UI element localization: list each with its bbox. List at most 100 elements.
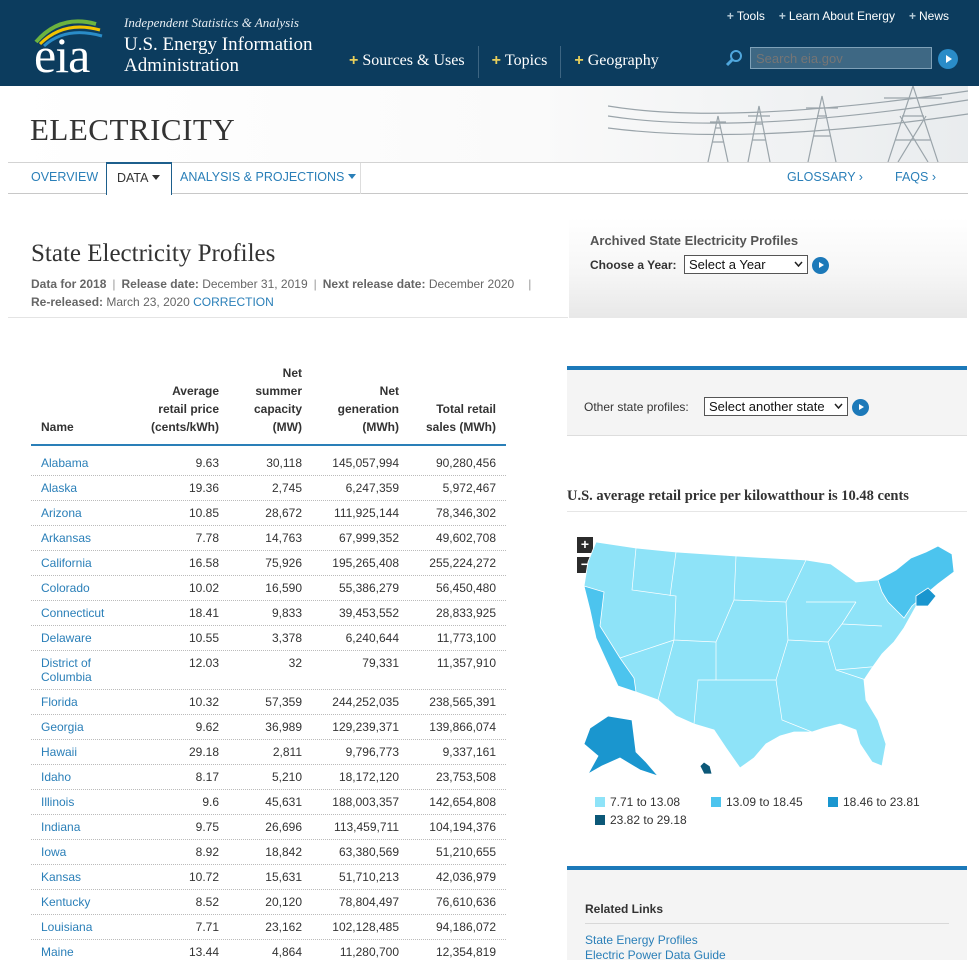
glossary-link[interactable]: GLOSSARY › [787,170,863,184]
search-submit-button[interactable] [938,49,958,69]
section-title: ELECTRICITY [30,112,236,147]
state-name-link[interactable]: Iowa [41,845,67,859]
divider [8,317,568,318]
col-capacity-header-line: summer [255,384,302,398]
col-price-header[interactable]: Average retail price (cents/kWh) [151,382,219,436]
electric-power-data-guide-link[interactable]: Electric Power Data Guide [585,948,726,960]
col-capacity-header[interactable]: Net summer capacity (MW) [254,364,302,436]
state-name-link[interactable]: Maine [41,945,74,959]
map-region-northeast-high[interactable] [877,545,955,619]
legend-item: 13.09 to 18.45 [711,795,803,809]
capacity-cell: 75,926 [265,556,302,570]
price-cell: 12.03 [188,656,219,670]
sales-cell: 28,833,925 [435,606,496,620]
state-name-link[interactable]: Illinois [41,795,75,809]
zoom-in-button[interactable]: + [577,537,593,553]
map-region-hawaii[interactable] [683,747,713,775]
state-name-link[interactable]: Louisiana [41,920,93,934]
choose-year-label: Choose a Year: [590,258,677,272]
sales-cell: 51,210,655 [435,845,496,859]
state-name-link[interactable]: Idaho [41,770,72,784]
state-name-link[interactable]: Arizona [41,506,82,520]
col-capacity-header-line: (MW) [272,420,302,434]
capacity-cell: 23,162 [265,920,302,934]
rereleased-label: Re-released: [31,295,104,309]
state-name-link[interactable]: Kansas [41,870,82,884]
state-name-link[interactable]: Delaware [41,631,92,645]
capacity-cell: 45,631 [265,795,302,809]
table-row: Arizona 10.85 28,672 111,925,144 78,346,302 [31,501,506,526]
logo-text[interactable]: eia [34,27,90,83]
col-generation-header-line: generation [337,402,399,416]
agency-name[interactable]: U.S. Energy Information Administration [124,34,313,76]
news-link-label: News [918,9,949,23]
state-name-link[interactable]: Indiana [41,820,81,834]
col-name-header[interactable]: Name [41,420,74,434]
state-name-link[interactable]: California [41,556,92,570]
nav-sources-uses[interactable]: + Sources & Uses [336,46,479,78]
tools-link[interactable]: + Tools [726,9,765,23]
sales-cell: 104,194,376 [429,820,496,834]
generation-cell: 78,804,497 [338,895,399,909]
price-cell: 9.62 [195,720,219,734]
nav-topics-label: Topics [504,52,548,69]
state-name-link[interactable]: Colorado [41,581,90,595]
correction-link[interactable]: CORRECTION [193,295,274,309]
state-name-link[interactable]: Alaska [41,481,78,495]
tab-overview[interactable]: OVERVIEW [31,170,99,184]
year-go-button[interactable] [812,257,829,274]
col-generation-header[interactable]: Net generation (MWh) [338,382,399,436]
map-region-alaska[interactable] [583,715,660,777]
generation-cell: 145,057,994 [332,456,399,470]
utility-links: + Tools + Learn About Energy + News [727,9,949,23]
price-cell: 10.55 [188,631,219,645]
legend-swatch [595,797,605,807]
col-capacity-header-line: Net [282,366,302,380]
news-link[interactable]: + News [908,9,949,23]
state-name-link[interactable]: Connecticut [41,606,105,620]
nav-topics[interactable]: + Topics [479,46,562,78]
tab-analysis-projections[interactable]: ANALYSIS & PROJECTIONS [180,163,357,194]
learn-about-energy-link[interactable]: + Learn About Energy [778,9,895,23]
data-year: Data for 2018 [31,277,107,291]
state-name-link[interactable]: District of Columbia [41,656,92,684]
faqs-link[interactable]: FAQS › [895,170,936,184]
state-name-link[interactable]: Hawaii [41,745,78,759]
state-select[interactable]: Select another state [704,397,848,416]
generation-cell: 113,459,711 [334,820,399,834]
nav-geography[interactable]: + Geography [574,52,659,69]
state-name-link[interactable]: Georgia [41,720,84,734]
state-name-link[interactable]: Kentucky [41,895,91,909]
state-name-link[interactable]: Florida [41,695,78,709]
price-cell: 18.41 [188,606,219,620]
search-input[interactable] [750,47,932,69]
sales-cell: 139,866,074 [429,720,496,734]
legend-label: 7.71 to 13.08 [610,795,681,809]
tab-data[interactable]: DATA [106,162,172,195]
sales-cell: 11,773,100 [436,631,496,645]
col-price-header-line: (cents/kWh) [150,420,219,434]
table-row: Delaware 10.55 3,378 6,240,644 11,773,100 [31,626,506,651]
capacity-cell: 20,120 [265,895,302,909]
map-region-california[interactable] [583,585,637,693]
state-energy-profiles-link[interactable]: State Energy Profiles [585,933,698,947]
price-cell: 10.02 [188,581,219,595]
year-select[interactable]: Select a Year [684,255,808,274]
col-sales-header[interactable]: Total retail sales (MWh) [426,400,496,436]
capacity-cell: 26,696 [265,820,302,834]
nav-geography-label: Geography [587,52,659,69]
price-cell: 7.78 [195,531,219,545]
state-go-button[interactable] [852,399,869,416]
state-name-link[interactable]: Alabama [41,456,89,470]
generation-cell: 6,240,644 [345,631,399,645]
map-region-new-england[interactable] [915,587,937,607]
sales-cell: 5,972,467 [442,481,496,495]
state-name-link[interactable]: Arkansas [41,531,92,545]
capacity-cell: 15,631 [265,870,302,884]
generation-cell: 67,999,352 [338,531,399,545]
us-price-map[interactable] [566,530,979,790]
divider [567,511,967,512]
eia-logo-icon[interactable] [30,12,110,74]
table-body: Alabama 9.63 30,118 145,057,994 90,280,456 Al… [31,446,506,960]
legend-label: 13.09 to 18.45 [726,795,803,809]
